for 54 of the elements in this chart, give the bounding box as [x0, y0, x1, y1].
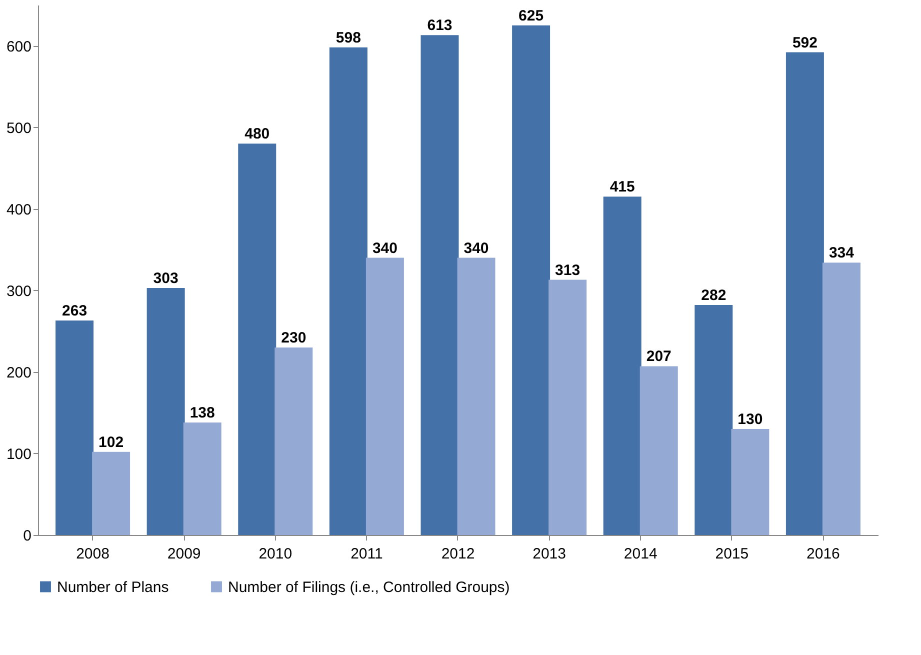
bar [640, 366, 678, 535]
data-label: 334 [828, 244, 855, 262]
bar [274, 347, 313, 535]
x-tick-label: 2012 [441, 546, 475, 562]
data-label: 102 [98, 434, 124, 451]
y-tick-label: 100 [6, 446, 32, 463]
data-label: 340 [464, 240, 489, 257]
x-tick-label: 2009 [167, 546, 201, 562]
data-label: 138 [190, 404, 215, 422]
data-label: 282 [701, 287, 726, 304]
data-label: 207 [646, 348, 672, 366]
x-tick-label: 2015 [715, 546, 749, 562]
bar [512, 25, 550, 535]
data-label: 303 [153, 270, 178, 287]
data-label: 592 [792, 34, 818, 52]
y-tick-label: 200 [6, 364, 32, 382]
bar [92, 452, 130, 535]
x-tick-label: 2008 [76, 546, 110, 562]
bar [366, 258, 404, 535]
y-tick-label: 500 [6, 120, 32, 137]
bar [603, 196, 642, 535]
data-label: 598 [336, 29, 361, 46]
x-tick-label: 2011 [350, 546, 383, 562]
legend-label: Number of Filings (i.e., Controlled Groups) [228, 578, 510, 596]
bar [786, 52, 824, 535]
data-label: 613 [427, 17, 452, 34]
bar [548, 280, 587, 535]
data-label: 263 [62, 302, 88, 320]
bar [146, 288, 185, 535]
bar [731, 429, 770, 535]
y-tick-label: 600 [6, 38, 32, 56]
data-label: 340 [372, 240, 398, 257]
y-tick-label: 400 [6, 201, 32, 218]
x-tick-label: 2013 [532, 546, 566, 562]
bar [329, 47, 368, 535]
legend-label: Number of Plans [57, 578, 169, 596]
bar [420, 35, 459, 535]
data-label: 415 [610, 178, 635, 196]
data-label: 480 [244, 126, 270, 143]
bar [238, 144, 276, 535]
bar [457, 258, 496, 535]
y-tick-label: 300 [6, 282, 32, 300]
y-tick-label: 0 [23, 528, 32, 544]
bar [56, 320, 94, 535]
data-label: 230 [281, 329, 306, 346]
x-tick-label: 2016 [806, 546, 840, 562]
x-tick-label: 2014 [624, 546, 658, 562]
bar [183, 422, 222, 535]
bar [694, 305, 733, 535]
data-label: 625 [518, 7, 544, 24]
x-tick-label: 2010 [258, 546, 292, 562]
bar [822, 262, 860, 535]
data-label: 130 [738, 411, 763, 428]
data-label: 313 [555, 262, 580, 279]
